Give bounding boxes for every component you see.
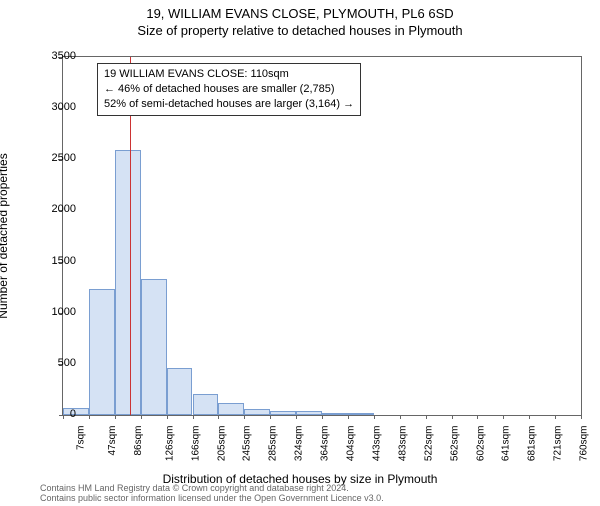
x-tick-label: 483sqm [397, 426, 408, 462]
x-tick-mark [529, 415, 530, 419]
y-tick-label: 2500 [52, 152, 76, 164]
histogram-plot: 19 WILLIAM EVANS CLOSE: 110sqm← 46% of d… [62, 56, 582, 416]
x-tick-mark [193, 415, 194, 419]
histogram-bar [270, 411, 296, 415]
y-tick-label: 3500 [52, 50, 76, 62]
attribution-footer: Contains HM Land Registry data © Crown c… [40, 484, 580, 504]
x-tick-label: 721sqm [553, 426, 564, 462]
property-info-box: 19 WILLIAM EVANS CLOSE: 110sqm← 46% of d… [97, 63, 361, 116]
x-tick-mark [374, 415, 375, 419]
x-tick-mark [244, 415, 245, 419]
x-tick-label: 205sqm [216, 426, 227, 462]
y-tick-label: 0 [70, 408, 76, 420]
x-tick-mark [141, 415, 142, 419]
y-tick-label: 2000 [52, 203, 76, 215]
page-title-address: 19, WILLIAM EVANS CLOSE, PLYMOUTH, PL6 6… [0, 6, 600, 21]
histogram-bar [167, 368, 193, 415]
x-tick-mark [426, 415, 427, 419]
x-tick-label: 364sqm [320, 426, 331, 462]
x-tick-label: 404sqm [346, 426, 357, 462]
x-tick-mark [296, 415, 297, 419]
y-tick-label: 500 [58, 357, 76, 369]
histogram-bar [141, 279, 167, 415]
page-subtitle: Size of property relative to detached ho… [0, 23, 600, 38]
x-tick-mark [555, 415, 556, 419]
histogram-bar [296, 411, 322, 415]
y-tick-label: 1500 [52, 255, 76, 267]
x-tick-label: 86sqm [133, 426, 144, 456]
y-axis-label: Number of detached properties [0, 153, 10, 318]
x-tick-label: 760sqm [579, 426, 590, 462]
histogram-bar [193, 394, 219, 415]
x-tick-mark [452, 415, 453, 419]
x-tick-label: 126sqm [164, 426, 175, 462]
x-tick-label: 641sqm [501, 426, 512, 462]
x-tick-mark [270, 415, 271, 419]
x-tick-label: 324sqm [294, 426, 305, 462]
x-tick-label: 166sqm [190, 426, 201, 462]
x-tick-mark [63, 415, 64, 419]
x-tick-label: 602sqm [475, 426, 486, 462]
x-tick-mark [115, 415, 116, 419]
x-tick-mark [167, 415, 168, 419]
x-tick-label: 681sqm [527, 426, 538, 462]
x-tick-label: 522sqm [423, 426, 434, 462]
info-line-size: 19 WILLIAM EVANS CLOSE: 110sqm [104, 67, 354, 82]
x-tick-mark [89, 415, 90, 419]
x-tick-mark [348, 415, 349, 419]
x-tick-label: 245sqm [242, 426, 253, 462]
footer-line-2: Contains public sector information licen… [40, 494, 580, 504]
x-tick-label: 7sqm [75, 426, 86, 450]
y-tick-label: 1000 [52, 306, 76, 318]
histogram-bar [322, 413, 348, 415]
x-tick-label: 562sqm [449, 426, 460, 462]
histogram-bar [348, 413, 374, 415]
x-tick-mark [218, 415, 219, 419]
x-tick-mark [477, 415, 478, 419]
x-tick-mark [322, 415, 323, 419]
info-line-larger: 52% of semi-detached houses are larger (… [104, 97, 354, 112]
x-tick-label: 47sqm [107, 426, 118, 456]
info-line-smaller: ← 46% of detached houses are smaller (2,… [104, 82, 354, 97]
histogram-bar [89, 289, 115, 415]
y-tick-label: 3000 [52, 101, 76, 113]
x-tick-mark [503, 415, 504, 419]
x-tick-mark [581, 415, 582, 419]
x-tick-mark [400, 415, 401, 419]
x-tick-label: 443sqm [371, 426, 382, 462]
x-tick-label: 285sqm [268, 426, 279, 462]
histogram-bar [218, 403, 244, 415]
histogram-bar [244, 409, 270, 415]
histogram-bar [115, 150, 141, 415]
